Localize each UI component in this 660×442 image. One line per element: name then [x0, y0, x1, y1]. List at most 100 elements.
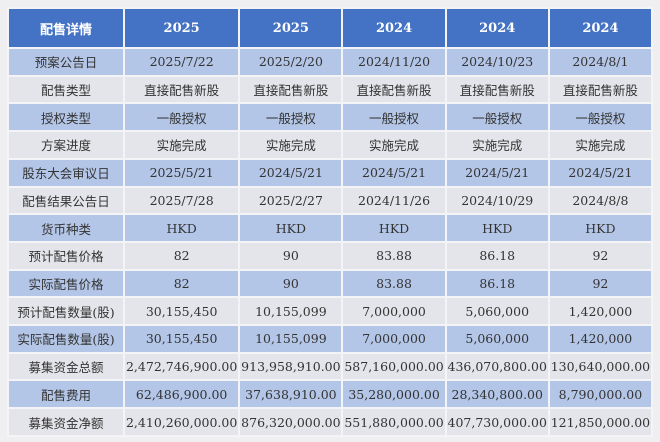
table-cell: 30,155,450 [122, 296, 241, 327]
table-cell: 2025/5/21 [122, 157, 241, 188]
table-cell: 直接配售新股 [238, 74, 344, 105]
table-cell: 876,320,000.00 [238, 407, 344, 437]
table-cell: 直接配售新股 [122, 74, 241, 105]
table-cell: 10,155,099 [238, 324, 344, 354]
table-cell: 90 [238, 268, 344, 299]
table-row: 募集资金净额 2,410,260,000.00 876,320,000.00 551,… [7, 407, 654, 437]
table-cell: 83.88 [341, 268, 447, 299]
row-label: 预计配售价格 [7, 240, 125, 271]
table-cell: 35,280,000.00 [341, 379, 447, 410]
table-cell: 一般授权 [547, 102, 654, 133]
table-cell: 2024/11/26 [341, 185, 447, 216]
header-row: 配售详情 2025 2025 2024 2024 2024 [7, 7, 654, 49]
row-label: 股东大会审议日 [7, 157, 125, 188]
table-cell: HKD [444, 213, 550, 243]
table-cell: 90 [238, 240, 344, 271]
table-row: 实际配售价格 82 90 83.88 86.18 92 [7, 268, 654, 299]
table-row: 配售类型 直接配售新股 直接配售新股 直接配售新股 直接配售新股 直接配售新股 [7, 74, 654, 105]
table-cell: 82 [122, 240, 241, 271]
row-label: 配售费用 [7, 379, 125, 410]
table-cell: 2024/11/20 [341, 47, 447, 77]
table-row: 预计配售价格 82 90 83.88 86.18 92 [7, 240, 654, 271]
table-row: 募集资金总额 2,472,746,900.00 913,958,910.00 587,… [7, 351, 654, 382]
table-cell: 2025/7/28 [122, 185, 241, 216]
table-cell: 92 [547, 240, 654, 271]
table-cell: 2,410,260,000.00 [122, 407, 241, 437]
table-cell: 2024/10/29 [444, 185, 550, 216]
table-cell: HKD [238, 213, 344, 243]
table-cell: 8,790,000.00 [547, 379, 654, 410]
table-cell: 2024/10/23 [444, 47, 550, 77]
table-cell: 62,486,900.00 [122, 379, 241, 410]
row-label: 募集资金净额 [7, 407, 125, 437]
table-cell: 5,060,000 [444, 296, 550, 327]
table-cell: 2025/2/27 [238, 185, 344, 216]
table-cell: 直接配售新股 [547, 74, 654, 105]
column-header: 2024 [547, 7, 654, 49]
table-row: 方案进度 实施完成 实施完成 实施完成 实施完成 实施完成 [7, 130, 654, 160]
table-cell: 83.88 [341, 240, 447, 271]
table-row: 实际配售数量(股) 30,155,450 10,155,099 7,000,000 5,… [7, 324, 654, 354]
row-label: 授权类型 [7, 102, 125, 133]
row-label: 配售类型 [7, 74, 125, 105]
table-cell: 2025/2/20 [238, 47, 344, 77]
table-cell: 实施完成 [547, 130, 654, 160]
table-cell: 直接配售新股 [444, 74, 550, 105]
table-row: 配售结果公告日 2025/7/28 2025/2/27 2024/11/26 2024/… [7, 185, 654, 216]
table-cell: 7,000,000 [341, 296, 447, 327]
table-cell: HKD [122, 213, 241, 243]
column-header: 2025 [238, 7, 344, 49]
table-cell: 130,640,000.00 [547, 351, 654, 382]
table-cell: HKD [341, 213, 447, 243]
table-cell: 86.18 [444, 268, 550, 299]
table-cell: 92 [547, 268, 654, 299]
table-cell: 1,420,000 [547, 324, 654, 354]
table-cell: HKD [547, 213, 654, 243]
row-label: 预案公告日 [7, 47, 125, 77]
table-cell: 2024/5/21 [341, 157, 447, 188]
row-label: 实际配售数量(股) [7, 324, 125, 354]
table-cell: 82 [122, 268, 241, 299]
table-cell: 121,850,000.00 [547, 407, 654, 437]
table-cell: 一般授权 [238, 102, 344, 133]
table-cell: 2024/8/1 [547, 47, 654, 77]
table-cell: 2,472,746,900.00 [122, 351, 241, 382]
placement-details-table: 配售详情 2025 2025 2024 2024 2024 预案公告日 2025/7/22 2… [7, 7, 654, 437]
table-cell: 86.18 [444, 240, 550, 271]
table-cell: 407,730,000.00 [444, 407, 550, 437]
table-cell: 7,000,000 [341, 324, 447, 354]
table-cell: 5,060,000 [444, 324, 550, 354]
table-row: 预案公告日 2025/7/22 2025/2/20 2024/11/20 2024/10… [7, 47, 654, 77]
table-cell: 直接配售新股 [341, 74, 447, 105]
table-cell: 2024/5/21 [547, 157, 654, 188]
table-cell: 37,638,910.00 [238, 379, 344, 410]
table-row: 授权类型 一般授权 一般授权 一般授权 一般授权 一般授权 [7, 102, 654, 133]
row-label: 配售结果公告日 [7, 185, 125, 216]
table-cell: 2024/8/8 [547, 185, 654, 216]
table-cell: 28,340,800.00 [444, 379, 550, 410]
table-cell: 实施完成 [122, 130, 241, 160]
table-cell: 2024/5/21 [238, 157, 344, 188]
table-cell: 实施完成 [444, 130, 550, 160]
row-label: 货币种类 [7, 213, 125, 243]
table-row: 股东大会审议日 2025/5/21 2024/5/21 2024/5/21 2024/5… [7, 157, 654, 188]
row-label: 预计配售数量(股) [7, 296, 125, 327]
table-cell: 551,880,000.00 [341, 407, 447, 437]
column-header: 2025 [122, 7, 241, 49]
table-row: 配售费用 62,486,900.00 37,638,910.00 35,280,000… [7, 379, 654, 410]
table-cell: 1,420,000 [547, 296, 654, 327]
table-cell: 587,160,000.00 [341, 351, 447, 382]
table-cell: 一般授权 [444, 102, 550, 133]
row-label: 方案进度 [7, 130, 125, 160]
table-cell: 913,958,910.00 [238, 351, 344, 382]
column-header: 2024 [341, 7, 447, 49]
table-row: 货币种类 HKD HKD HKD HKD HKD [7, 213, 654, 243]
table-row: 预计配售数量(股) 30,155,450 10,155,099 7,000,000 5,… [7, 296, 654, 327]
table-cell: 30,155,450 [122, 324, 241, 354]
table-cell: 436,070,800.00 [444, 351, 550, 382]
table-cell: 2025/7/22 [122, 47, 241, 77]
table-cell: 10,155,099 [238, 296, 344, 327]
table-cell: 一般授权 [341, 102, 447, 133]
column-header: 2024 [444, 7, 550, 49]
row-label: 实际配售价格 [7, 268, 125, 299]
